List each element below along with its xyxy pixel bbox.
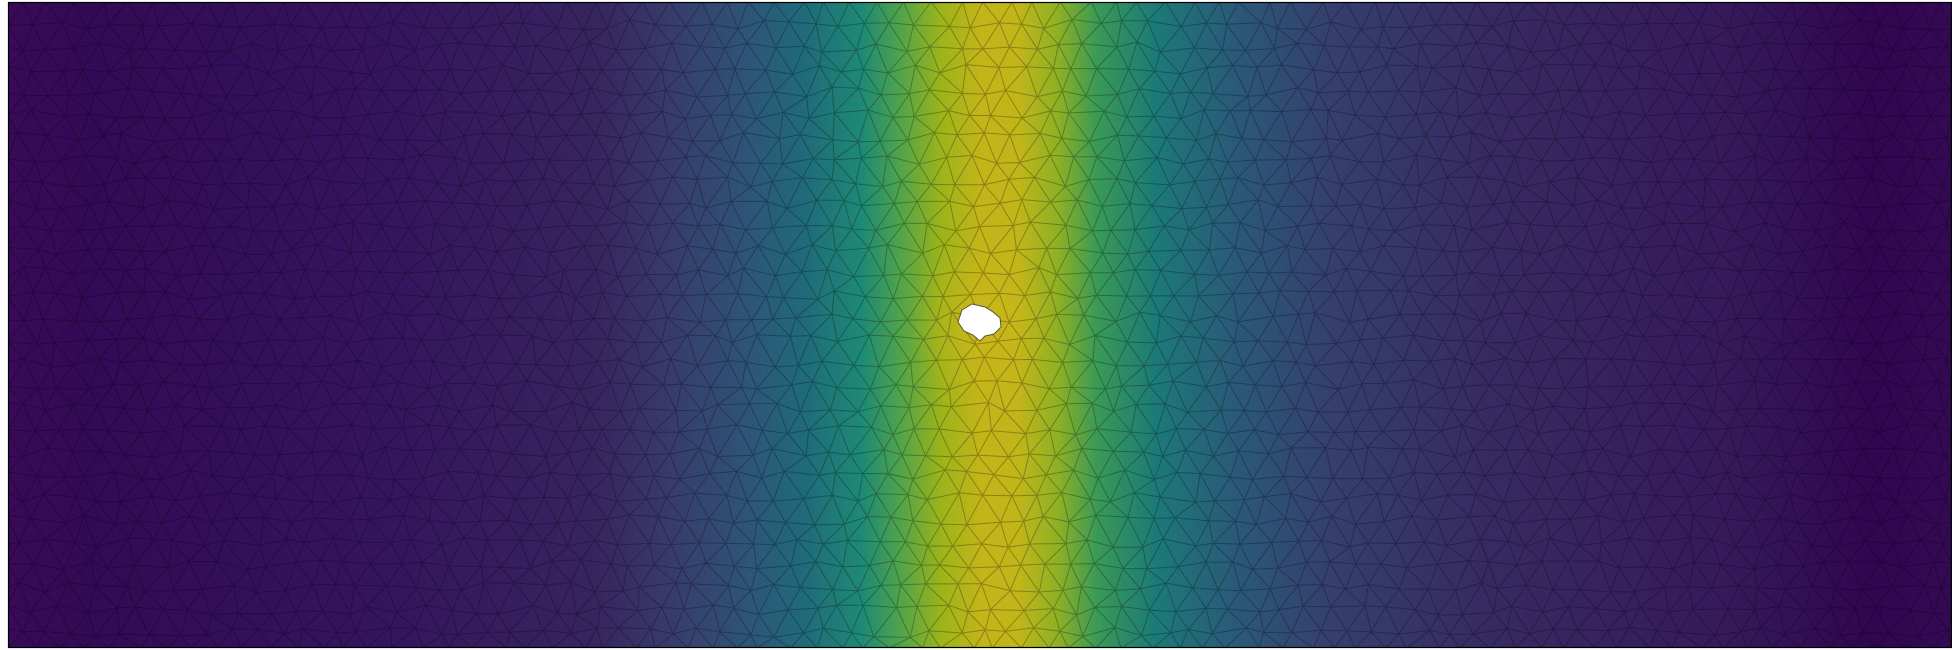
mesh-edges bbox=[8, 2, 1951, 648]
hole-cutout bbox=[957, 303, 1002, 342]
mesh-edge-set bbox=[8, 2, 1951, 648]
